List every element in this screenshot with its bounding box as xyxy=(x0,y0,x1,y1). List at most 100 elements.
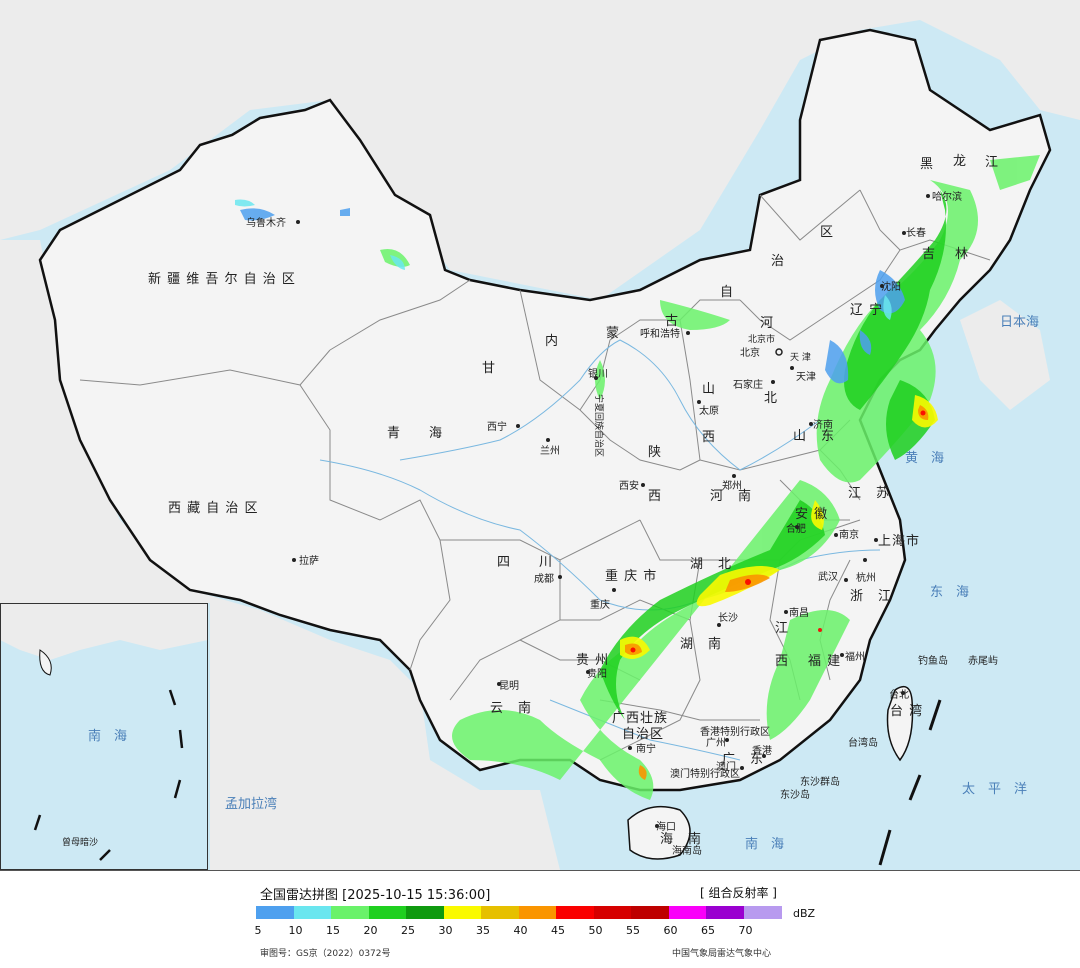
label-nanjing: 南京 xyxy=(839,528,859,541)
footer xyxy=(0,870,1080,968)
label-chengdu: 成都 xyxy=(534,573,554,585)
label-hebei-he: 河 xyxy=(760,316,774,331)
label-neimenggu-nei: 内 xyxy=(545,333,559,349)
legend-tick: 5 xyxy=(254,924,262,937)
label-guangxi: 广西壮族 xyxy=(612,710,668,726)
label-wuhan: 武汉 xyxy=(818,570,838,583)
label-taiyuan: 太原 xyxy=(699,404,719,417)
label-yinchuan: 银川 xyxy=(588,367,608,380)
label-chongqing: 重 庆 市 xyxy=(605,568,657,584)
label-taiwandao: 台湾岛 xyxy=(848,736,878,749)
legend-swatch-50 xyxy=(593,906,632,919)
legend-tick: 15 xyxy=(326,924,340,937)
legend-tick: 35 xyxy=(476,924,490,937)
label-nanning: 南宁 xyxy=(636,742,656,755)
label-shaanxi-shan: 陕 xyxy=(648,445,662,460)
label-jiangxi-xi: 西 xyxy=(775,654,789,669)
inset-hainan xyxy=(39,649,52,676)
label-heilongjiang-hei: 黑 xyxy=(920,157,934,172)
legend-swatch-45 xyxy=(556,906,594,919)
label-donghai: 东 海 xyxy=(930,585,969,600)
label-huhehaote: 呼和浩特 xyxy=(640,328,680,340)
approval-number: 审图号：GS京（2022）0372号 xyxy=(260,949,391,959)
label-riben-hai: 日本海 xyxy=(1000,315,1039,330)
legend-tick: 20 xyxy=(363,924,378,937)
label-aomen: 澳门 xyxy=(716,760,736,773)
label-qinghai: 青 海 xyxy=(387,426,443,441)
label-heilongjiang-jiang: 江 xyxy=(985,155,999,170)
inset-boundary xyxy=(33,689,184,861)
label-lasa: 拉萨 xyxy=(299,554,319,567)
legend-swatch-65 xyxy=(706,906,744,919)
label-sichuan: 四 川 xyxy=(497,555,553,570)
label-lanzhou: 兰州 xyxy=(540,444,560,457)
label-jinan: 济南 xyxy=(813,418,833,431)
legend-swatch-40 xyxy=(518,906,557,919)
label-tianjin: 天津 xyxy=(796,371,816,383)
label-liaoning: 辽 宁 xyxy=(850,302,883,318)
legend-unit: dBZ xyxy=(793,907,816,920)
label-hunan: 湖 南 xyxy=(680,636,722,652)
label-taiwan: 台 湾 xyxy=(890,703,923,719)
label-guiyang: 贵阳 xyxy=(587,667,607,680)
label-jilin-ji: 吉 xyxy=(922,247,936,262)
label-xizang: 西 藏 自 治 区 xyxy=(168,501,259,516)
label-neimenggu-zhi: 治 xyxy=(771,254,785,269)
legend-swatch-15 xyxy=(331,906,369,919)
inset-frame xyxy=(0,603,208,870)
label-macau-sar: 澳门特别行政区 xyxy=(670,767,740,780)
label-guizhou: 贵 州 xyxy=(576,653,609,668)
label-taipingyang: 太 平 洋 xyxy=(962,782,1027,797)
label-hangzhou: 杭州 xyxy=(856,571,876,584)
label-chongqing-city: 重庆 xyxy=(590,598,610,611)
label-zengmu: 曾母暗沙 xyxy=(62,836,98,848)
legend-swatch-55 xyxy=(631,906,669,919)
label-fuzhou: 福州 xyxy=(845,650,865,663)
label-shenyang: 沈阳 xyxy=(881,280,901,293)
legend-swatch-70 xyxy=(743,906,782,919)
label-xinjiang: 新 疆 维 吾 尔 自 治 区 xyxy=(148,271,296,287)
label-heilongjiang-long: 龙 xyxy=(953,154,967,169)
label-nanhai: 南 海 xyxy=(745,836,784,852)
label-jiangxi-jiang: 江 xyxy=(775,621,789,636)
label-guangdong: 广 东 xyxy=(722,752,764,767)
label-hainan: 海 南 xyxy=(660,831,702,847)
legend-swatch-10 xyxy=(293,906,332,919)
label-hebei-bei: 北 xyxy=(764,391,778,406)
label-chiweiyu: 赤尾屿 xyxy=(968,655,998,667)
label-changchun: 长春 xyxy=(906,227,926,239)
neighbor-land-south xyxy=(0,240,560,870)
label-zhengzhou: 郑州 xyxy=(722,479,742,492)
label-haerbin: 哈尔滨 xyxy=(932,190,962,203)
legend-tick: 70 xyxy=(738,924,753,937)
maritime-boundary xyxy=(878,699,942,866)
label-shandong: 山 东 xyxy=(793,429,835,444)
taiwan-island xyxy=(886,685,914,762)
legend-tick: 25 xyxy=(401,924,415,937)
korea-land xyxy=(960,300,1050,410)
map-title: 全国雷达拼图 [2025-10-15 15:36:00] xyxy=(260,888,491,903)
label-zhejiang: 浙 江 xyxy=(850,589,892,604)
label-changsha: 长沙 xyxy=(718,612,738,624)
radar-echoes xyxy=(58,155,1040,800)
product-label: [ 组合反射率 ] xyxy=(700,886,777,900)
label-haikou: 海口 xyxy=(656,820,676,833)
label-mengjialawan: 孟加拉湾 xyxy=(225,796,277,812)
label-jilin-lin: 林 xyxy=(955,247,969,262)
label-wulumuqi: 乌鲁木齐 xyxy=(246,216,286,229)
label-hongkong-sar: 香港特别行政区 xyxy=(700,725,770,738)
legend-swatch-60 xyxy=(668,906,707,919)
label-huanghai: 黄 海 xyxy=(905,451,944,466)
legend-tick: 40 xyxy=(513,924,528,937)
legend-tick: 55 xyxy=(626,924,640,937)
label-neimenggu-gu: 古 xyxy=(665,314,679,329)
legend-tick: 50 xyxy=(588,924,603,937)
legend-tick: 45 xyxy=(551,924,565,937)
legend-swatch-35 xyxy=(481,906,519,919)
label-jiangsu: 江 苏 xyxy=(848,485,890,501)
label-ningxia: 宁夏回族自治区 xyxy=(593,394,605,457)
label-fujian: 福 建 xyxy=(808,654,841,669)
hainan-island xyxy=(627,805,691,860)
legend-tick: 10 xyxy=(288,924,303,937)
label-beijing-shi: 北京市 xyxy=(748,333,775,345)
